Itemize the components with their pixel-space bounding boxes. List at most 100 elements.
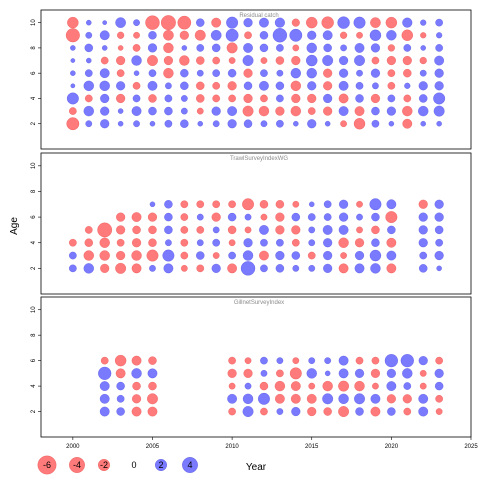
bubble-point [131, 106, 142, 117]
bubble-point [323, 93, 333, 104]
bubble-point [402, 118, 413, 129]
y-tick-label: 8 [31, 189, 37, 193]
bubble-point [240, 261, 256, 276]
bubble-point [257, 392, 270, 405]
bubble-point [386, 55, 396, 66]
bubble-point [133, 70, 140, 76]
bubble-point [242, 55, 254, 67]
bubble-point [243, 93, 253, 104]
bubble-point [403, 68, 412, 78]
bubble-point [307, 251, 316, 260]
bubble-point [212, 120, 220, 128]
bubble-point [180, 119, 189, 128]
bubble-point [242, 393, 254, 405]
bubble-point [147, 80, 158, 91]
bubble-point [402, 394, 412, 404]
bubble-point [386, 368, 396, 378]
bubble-point [243, 42, 253, 53]
bubble-point [338, 263, 349, 274]
bubble-point [259, 17, 269, 28]
bubble-point [148, 31, 157, 40]
bubble-point [353, 16, 366, 29]
bubble-point [148, 238, 157, 247]
bubble-point [197, 120, 204, 127]
legend-entry: 2 [154, 458, 168, 472]
bubble-point [386, 381, 397, 392]
bubble-point [356, 69, 363, 77]
bubble-point [371, 56, 380, 65]
bubble-point [291, 93, 301, 104]
bubble-point [323, 200, 332, 209]
bubbles [98, 354, 444, 418]
bubble-point [418, 199, 428, 209]
bubble-point [274, 380, 286, 392]
bubble-point [354, 393, 365, 405]
y-tick-label: 8 [31, 46, 37, 50]
bubble-point [85, 120, 93, 128]
bubble-point [369, 249, 382, 262]
bubble-point [244, 357, 252, 365]
panel-frame [40, 296, 472, 438]
bubble-point [99, 68, 110, 79]
bubble-point [434, 199, 444, 209]
bubble-point [386, 237, 397, 248]
bubble-point [228, 239, 236, 247]
bubble-point [115, 17, 126, 28]
bubble-point [290, 381, 301, 392]
bubble-point [260, 94, 268, 103]
bubble-point [306, 393, 317, 404]
bubble-point [276, 119, 284, 128]
bubble-point [148, 225, 157, 235]
legend-label: 4 [187, 460, 192, 470]
bubble-point [434, 68, 444, 78]
bubble-point [433, 92, 446, 105]
bubble-point [196, 200, 205, 209]
bubble-point [306, 42, 317, 54]
bubble-point [260, 69, 268, 78]
y-tick-label: 10 [31, 162, 37, 169]
bubble-point [420, 19, 427, 26]
bubble-point [402, 105, 413, 117]
bubble-point [418, 264, 428, 273]
bubble-point [354, 106, 365, 117]
bubble-point [212, 81, 221, 90]
y-tick-label: 4 [31, 240, 37, 244]
bubble-point [131, 368, 142, 379]
bubble-point [84, 94, 93, 103]
bubble-point [211, 17, 222, 28]
bubble-point [180, 213, 189, 221]
bubble-point [323, 250, 333, 261]
x-tick-label: 2010 [225, 444, 239, 450]
bubble-point [180, 68, 189, 78]
bubble-point [68, 107, 77, 115]
bubble-point [322, 55, 334, 67]
bubble-point [228, 200, 236, 209]
bubble-point [115, 368, 126, 379]
legend-label: -4 [73, 460, 81, 470]
bubble-point [65, 28, 80, 43]
bubble-point [97, 222, 113, 238]
bubble-point [435, 356, 444, 365]
bubble-point [369, 198, 382, 211]
panels-group: Residual catch 2 4 6 8 10 TrawlSurveyIndexWG 2 4… [31, 9, 472, 438]
bubble-point [387, 44, 396, 52]
legend-label: 2 [158, 460, 163, 470]
bubble-point [163, 55, 174, 66]
bubble-point [243, 368, 253, 378]
bubble-point [259, 43, 269, 53]
bubble-point [83, 250, 94, 261]
bubble-point [418, 212, 428, 222]
bubble-point [404, 82, 411, 89]
bubble-point [212, 252, 220, 259]
bubble-point [148, 106, 157, 116]
bubble-point [180, 251, 189, 260]
bubble-point [433, 105, 445, 117]
bubble-point [259, 250, 269, 261]
bubble-point [420, 32, 427, 39]
bubble-point [275, 56, 285, 65]
bubble-point [100, 56, 109, 65]
bubble-point [86, 19, 92, 26]
bubble-point [226, 16, 239, 29]
bubble-point [115, 262, 127, 274]
bubble-point [131, 212, 142, 223]
